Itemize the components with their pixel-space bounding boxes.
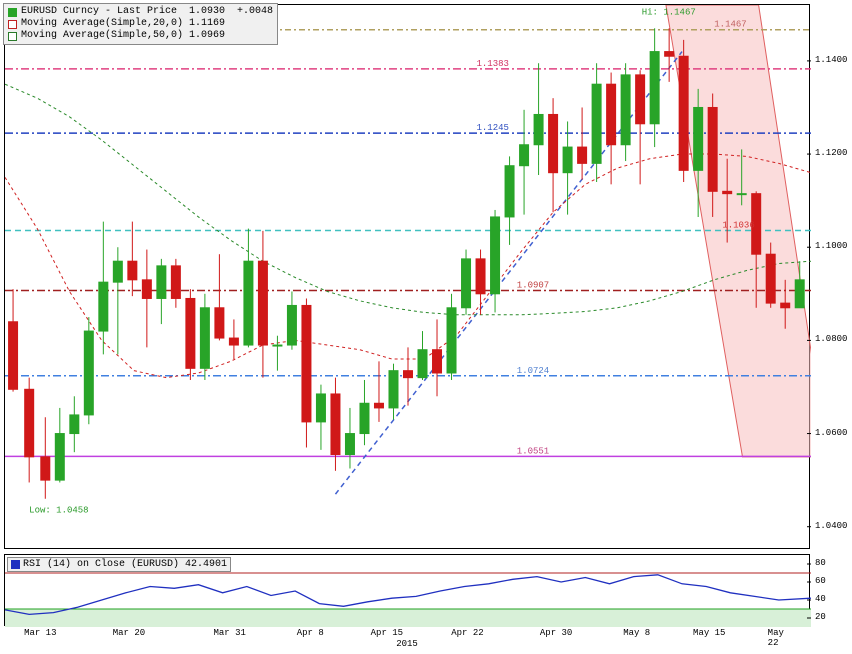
svg-text:1.1036: 1.1036 xyxy=(722,220,754,230)
ytick-price: 1.0400 xyxy=(812,521,850,531)
swatch-ma50 xyxy=(8,32,17,41)
rsi-panel[interactable]: RSI (14) on Close (EURUSD) 42.4901 xyxy=(4,554,810,626)
xtick-label: May 22 xyxy=(768,628,796,648)
rsi-legend: RSI (14) on Close (EURUSD) 42.4901 xyxy=(7,557,231,572)
ytick-price: 1.0800 xyxy=(812,334,850,344)
legend-box: EURUSD Curncy - Last Price 1.0930 +.0048… xyxy=(3,3,278,45)
yaxis-rsi: 20 40 60 80 xyxy=(812,554,850,626)
price-chart-svg: 1.1467 1.1383 1.1245 1.1036 1.0907 1.0724 1.05… xyxy=(5,5,811,550)
legend-row-ma50: Moving Average(Simple,50,0) 1.0969 xyxy=(8,30,273,42)
svg-text:1.1245: 1.1245 xyxy=(477,123,509,133)
xaxis: Mar 13 Mar 20 Mar 31 Apr 8 Apr 15 Apr 22 Apr 3… xyxy=(4,628,810,650)
svg-text:1.0724: 1.0724 xyxy=(517,366,549,376)
yaxis-price: 1.0400 1.0600 1.0800 1.1000 1.1200 1.1400 xyxy=(812,4,850,549)
xtick-label: Apr 15 xyxy=(371,628,403,638)
legend-text-ma20: Moving Average(Simple,20,0) 1.1169 xyxy=(21,18,225,30)
xtick-label: Mar 31 xyxy=(213,628,245,638)
legend-row-price: EURUSD Curncy - Last Price 1.0930 +.0048 xyxy=(8,6,273,18)
swatch-ma20 xyxy=(8,20,17,29)
xtick-label: May 8 xyxy=(623,628,650,638)
svg-text:1.1467: 1.1467 xyxy=(714,20,746,30)
svg-text:Hi: 1.1467: Hi: 1.1467 xyxy=(642,7,696,17)
xtick-label: Mar 13 xyxy=(24,628,56,638)
ytick-rsi: 40 xyxy=(812,594,850,604)
ytick-rsi: 60 xyxy=(812,576,850,586)
ytick-rsi: 20 xyxy=(812,612,850,622)
svg-text:1.0907: 1.0907 xyxy=(517,281,549,291)
xtick-label: Apr 8 xyxy=(297,628,324,638)
xtick-label: May 15 xyxy=(693,628,725,638)
svg-text:1.0551: 1.0551 xyxy=(517,446,549,456)
chart-container: EURUSD Curncy - Last Price 1.0930 +.0048… xyxy=(0,0,852,654)
ytick-price: 1.1200 xyxy=(812,148,850,158)
svg-text:Low: 1.0458: Low: 1.0458 xyxy=(29,506,88,516)
rsi-legend-text: RSI (14) on Close (EURUSD) 42.4901 xyxy=(23,559,227,570)
swatch-rsi xyxy=(11,560,20,569)
xtick-label: Mar 20 xyxy=(113,628,145,638)
ytick-price: 1.0600 xyxy=(812,428,850,438)
legend-text-ma50: Moving Average(Simple,50,0) 1.0969 xyxy=(21,30,225,42)
legend-row-ma20: Moving Average(Simple,20,0) 1.1169 xyxy=(8,18,273,30)
ytick-price: 1.1400 xyxy=(812,55,850,65)
xtick-label: Apr 30 xyxy=(540,628,572,638)
svg-text:1.1383: 1.1383 xyxy=(477,59,509,69)
legend-text-price: EURUSD Curncy - Last Price 1.0930 +.0048 xyxy=(21,6,273,18)
ytick-price: 1.1000 xyxy=(812,241,850,251)
ytick-rsi: 80 xyxy=(812,558,850,568)
swatch-price xyxy=(8,8,17,17)
main-price-panel[interactable]: 1.1467 1.1383 1.1245 1.1036 1.0907 1.0724 1.05… xyxy=(4,4,810,549)
xtick-label: Apr 22 xyxy=(451,628,483,638)
xaxis-year: 2015 xyxy=(396,639,418,649)
